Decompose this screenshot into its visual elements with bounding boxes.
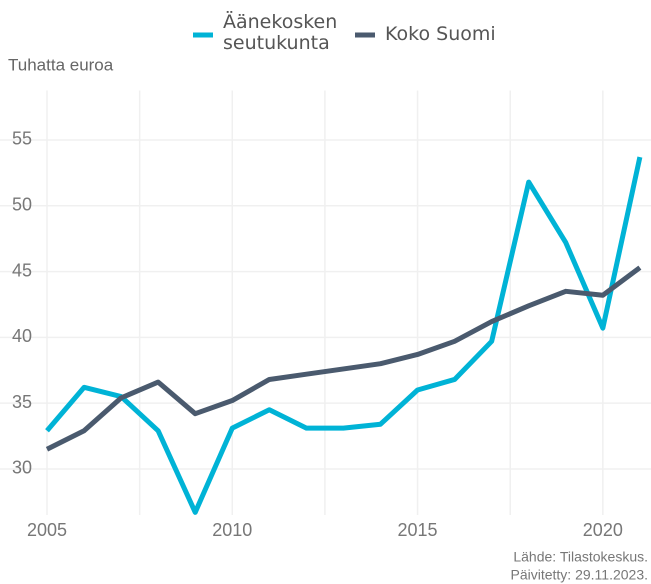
x-tick-label: 2010 bbox=[212, 520, 252, 540]
x-tick-label: 2015 bbox=[398, 520, 438, 540]
y-tick-label: 55 bbox=[12, 129, 32, 149]
y-tick-label: 40 bbox=[12, 326, 32, 346]
legend-label: Äänekosken seutukunta bbox=[223, 11, 338, 54]
x-tick-label: 2005 bbox=[27, 520, 67, 540]
y-axis-label: Tuhatta euroa bbox=[8, 55, 114, 74]
y-tick-label: 35 bbox=[12, 392, 32, 412]
y-tick-label: 30 bbox=[12, 458, 32, 478]
source: Lähde: Tilastokeskus. bbox=[513, 549, 648, 565]
x-tick-label: 2020 bbox=[583, 520, 623, 540]
updated: Päivitetty: 29.11.2023. bbox=[511, 567, 649, 583]
series-line bbox=[45, 156, 643, 515]
y-tick-label: 45 bbox=[12, 260, 32, 280]
legend-label: Koko Suomi bbox=[385, 23, 496, 45]
series-line bbox=[45, 265, 642, 452]
y-tick-label: 50 bbox=[12, 195, 32, 215]
